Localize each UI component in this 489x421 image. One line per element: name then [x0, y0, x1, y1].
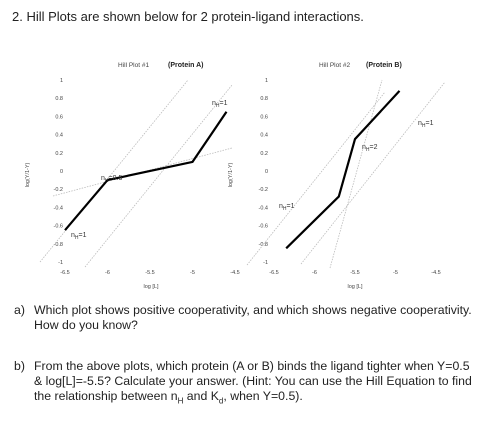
plot-a-title: Hill Plot #1	[118, 62, 149, 69]
b-y-tick-label: -1	[263, 260, 268, 266]
a-y-tick-label: 0.2	[55, 151, 63, 157]
b-y-tick-label: 0.4	[260, 133, 268, 139]
plot-b-xlabel: log [L]	[348, 284, 363, 290]
plot-a-curve	[64, 111, 228, 231]
a-y-tick-label: 0.8	[55, 96, 63, 102]
plot-a-label-top: nH=1	[212, 100, 228, 109]
plot-a-ref-line-upper	[84, 84, 233, 268]
b-x-tick-label: -6	[312, 270, 317, 276]
b-y-tick-label: 0.8	[260, 96, 268, 102]
plot-a-protein: (Protein A)	[168, 62, 204, 69]
plot-a-x-ticks: -6.5 -6 -5.5 -5 -4.5	[60, 270, 239, 276]
a-x-tick-label: -5	[190, 270, 195, 276]
question-b-label: b)	[14, 359, 25, 373]
question-2-heading: 2. Hill Plots are shown below for 2 prot…	[12, 9, 364, 24]
plot-b-ref-line-lower	[246, 91, 386, 266]
a-y-tick-label: -1	[58, 260, 63, 266]
b-y-tick-label: -0.2	[259, 187, 268, 193]
a-y-tick-label: -0.8	[54, 242, 63, 248]
plot-b-label-mid: nH=2	[362, 144, 378, 153]
plot-a-y-ticks: 1 0.8 0.6 0.4 0.2 0 -0.2 -0.4 -0.6 -0.8 -1	[54, 78, 63, 266]
a-x-tick-label: -4.5	[230, 270, 239, 276]
hill-plots: Hill Plot #1 (Protein A) log(Y/1-Y) log …	[25, 62, 446, 290]
question-a-text: Which plot shows positive cooperativity,…	[34, 303, 472, 332]
plot-b-protein: (Protein B)	[366, 62, 402, 69]
plot-b-curve	[285, 90, 401, 250]
a-y-tick-label: 0	[60, 169, 63, 175]
b-y-tick-label: -0.6	[259, 224, 268, 230]
plot-b-title: Hill Plot #2	[319, 62, 350, 69]
b-y-tick-label: -0.4	[259, 205, 268, 211]
b-x-tick-label: -5	[393, 270, 398, 276]
plot-b-label-bottom: nH=1	[279, 203, 295, 212]
b-y-tick-label: 1	[265, 78, 268, 84]
a-y-tick-label: -0.6	[54, 224, 63, 230]
a-x-tick-label: -6	[105, 270, 110, 276]
hill-plot-b: Hill Plot #2 (Protein B) log(Y/1-Y) log …	[228, 62, 446, 290]
hill-plot-a: Hill Plot #1 (Protein A) log(Y/1-Y) log …	[25, 62, 240, 290]
a-x-tick-label: -6.5	[60, 270, 69, 276]
plot-b-y-ticks: 1 0.8 0.6 0.4 0.2 0 -0.2 -0.4 -0.6 -0.8 -1	[259, 78, 268, 266]
a-y-tick-label: -0.2	[54, 187, 63, 193]
plot-b-ylabel: log(Y/1-Y)	[228, 162, 234, 187]
question-a-label: a)	[14, 303, 25, 317]
b-x-tick-label: -4.5	[431, 270, 440, 276]
b-y-tick-label: 0.2	[260, 151, 268, 157]
b-y-tick-label: 0.6	[260, 114, 268, 120]
b-y-tick-label: 0	[265, 169, 268, 175]
plot-a-label-bottom: nH=1	[71, 232, 87, 241]
a-x-tick-label: -5.5	[145, 270, 154, 276]
a-y-tick-label: 1	[60, 78, 63, 84]
question-a: a) Which plot shows positive cooperativi…	[14, 303, 479, 333]
plot-b-ref-line-steep	[329, 79, 383, 269]
b-x-tick-label: -5.5	[350, 270, 359, 276]
a-y-tick-label: -0.4	[54, 205, 63, 211]
plot-a-xlabel: log [L]	[144, 284, 159, 290]
plot-a-label-mid: nH=0.5	[101, 175, 122, 184]
plot-a-ylabel: log(Y/1-Y)	[25, 162, 31, 187]
b-y-tick-label: -0.8	[259, 242, 268, 248]
question-b: b) From the above plots, which protein (…	[14, 359, 479, 408]
plot-a-ref-line-lower	[39, 79, 189, 263]
plot-b-ref-line-upper	[300, 81, 446, 265]
plot-b-x-ticks: -6.5 -6 -5.5 -5 -4.5	[269, 270, 440, 276]
a-y-tick-label: 0.4	[55, 133, 63, 139]
b-x-tick-label: -6.5	[269, 270, 278, 276]
plot-b-label-top: nH=1	[418, 120, 434, 129]
question-b-text: From the above plots, which protein (A o…	[34, 359, 472, 406]
a-y-tick-label: 0.6	[55, 114, 63, 120]
